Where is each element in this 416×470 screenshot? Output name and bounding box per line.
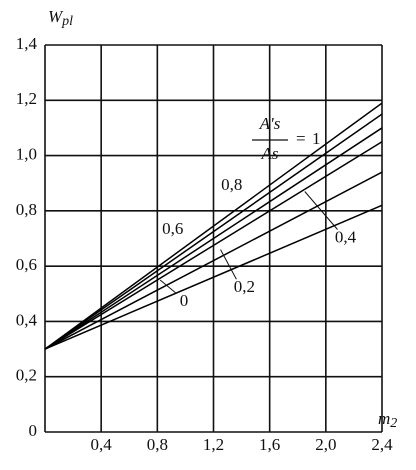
y-label-sub: pl bbox=[61, 14, 73, 29]
y-tick-label: 0,8 bbox=[16, 200, 37, 219]
y-tick-label: 1,0 bbox=[16, 144, 37, 163]
x-axis-label: m2 bbox=[378, 409, 397, 431]
x-tick-label: 0,4 bbox=[91, 435, 113, 454]
x-tick-label: 1,2 bbox=[203, 435, 224, 454]
leader-line bbox=[304, 191, 338, 230]
y-tick-label: 0 bbox=[29, 421, 38, 440]
series-label: 1 bbox=[312, 129, 321, 148]
x-tick-label: 0,8 bbox=[147, 435, 168, 454]
x-label-sub: 2 bbox=[390, 416, 397, 431]
series-line bbox=[44, 113, 383, 350]
series-label: 0,4 bbox=[335, 227, 357, 246]
x-label-main: m bbox=[378, 409, 390, 428]
x-tick-label: 2,4 bbox=[371, 435, 393, 454]
y-axis-label: Wpl bbox=[48, 7, 73, 29]
y-tick-label: 0,4 bbox=[16, 310, 38, 329]
y-tick-label: 1,4 bbox=[16, 34, 38, 53]
x-tick-label: 2,0 bbox=[315, 435, 336, 454]
x-tick-label: 1,6 bbox=[259, 435, 280, 454]
series-line bbox=[44, 204, 383, 350]
y-label-main: W bbox=[48, 7, 64, 26]
series-label: 0 bbox=[180, 291, 189, 310]
series-line bbox=[44, 102, 383, 350]
series-line bbox=[44, 127, 383, 350]
series-label: 0,6 bbox=[162, 219, 183, 238]
annotation-equals: = bbox=[296, 129, 306, 148]
series-label: 0,2 bbox=[234, 277, 255, 296]
series-label: 0,8 bbox=[221, 175, 242, 194]
series-line bbox=[44, 141, 383, 350]
y-tick-label: 1,2 bbox=[16, 89, 37, 108]
y-tick-label: 0,2 bbox=[16, 366, 37, 385]
leader-line bbox=[159, 279, 177, 294]
y-tick-label: 0,6 bbox=[16, 255, 37, 274]
leader-line bbox=[220, 249, 237, 280]
series-line bbox=[44, 171, 383, 350]
